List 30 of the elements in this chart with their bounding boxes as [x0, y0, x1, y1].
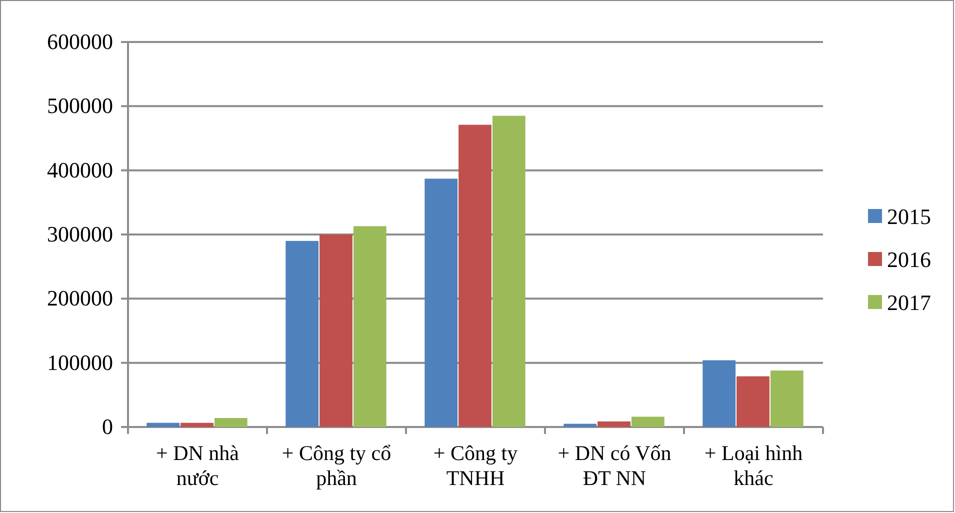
bar — [424, 178, 458, 427]
x-tick-label: + DN có Vốn ĐT NN — [558, 441, 672, 490]
bar — [320, 234, 352, 427]
y-tick-label: 600000 — [47, 29, 113, 54]
bar — [702, 360, 736, 427]
bar — [564, 424, 597, 427]
x-tick-label: + DN nhà nước — [156, 441, 240, 490]
x-tick-label: + Công ty TNHH — [433, 441, 518, 490]
bar — [180, 422, 214, 427]
y-tick-label: 100000 — [47, 350, 113, 375]
legend-label: 2016 — [887, 247, 931, 272]
bar — [598, 421, 630, 427]
x-tick-label: + Công ty cổ phần — [282, 441, 392, 490]
y-tick-label: 500000 — [47, 93, 113, 118]
x-tick-label: + Loại hình khác — [704, 441, 804, 490]
y-tick-label: 200000 — [47, 286, 113, 311]
bar — [492, 116, 526, 427]
bar — [353, 226, 386, 427]
y-tick-label: 400000 — [47, 157, 113, 182]
bar — [286, 240, 319, 427]
bar — [770, 370, 804, 427]
bar — [736, 376, 770, 427]
bar — [214, 418, 248, 427]
bar — [146, 422, 180, 427]
legend-label: 2017 — [887, 290, 931, 315]
bar — [458, 124, 492, 427]
y-tick-label: 300000 — [47, 222, 113, 247]
legend-label: 2015 — [887, 204, 931, 229]
bar — [631, 416, 664, 427]
y-tick-label: 0 — [102, 414, 113, 440]
